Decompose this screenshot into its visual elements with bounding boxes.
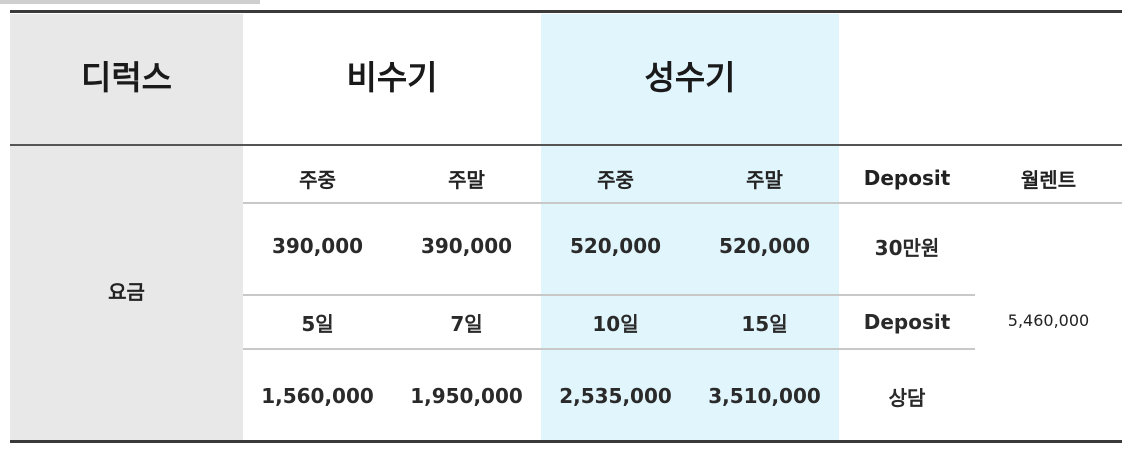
fee-row-label: 요금: [108, 279, 145, 304]
total-offseason-weekend: 1,950,000: [410, 384, 523, 408]
subheader-rule: [243, 202, 1122, 204]
row-rule-2: [243, 348, 975, 350]
deposit-label: Deposit: [863, 310, 951, 334]
days-offseason-weekday: 5일: [301, 311, 334, 336]
price-offseason-weekday: 390,000: [271, 234, 364, 258]
price-peak-weekend: 520,000: [718, 234, 811, 258]
subheader-peak-weekday: 주중: [597, 167, 634, 192]
subheader-monthly-rent: 월렌트: [1020, 167, 1077, 192]
room-type-column-bg: [10, 14, 243, 442]
days-peak-weekend: 15일: [741, 311, 788, 336]
price-peak-weekday: 520,000: [569, 234, 662, 258]
total-peak-weekend: 3,510,000: [708, 384, 821, 408]
subheader-deposit: Deposit: [863, 166, 951, 190]
table-bottom-rule: [10, 440, 1122, 443]
table-header-rule: [10, 144, 1122, 146]
row-rule-1: [243, 294, 975, 296]
subheader-offseason-weekday: 주중: [299, 167, 336, 192]
days-offseason-weekend: 7일: [450, 311, 483, 336]
days-peak-weekday: 10일: [592, 311, 639, 336]
top-cut-strip: [0, 0, 260, 4]
off-season-header: 비수기: [346, 58, 438, 97]
peak-season-column-bg: [541, 14, 839, 442]
price-offseason-weekend: 390,000: [420, 234, 513, 258]
subheader-offseason-weekend: 주말: [448, 167, 485, 192]
table-top-rule: [10, 10, 1122, 13]
room-type-header: 디럭스: [80, 58, 173, 97]
peak-season-header: 성수기: [644, 58, 736, 97]
total-peak-weekday: 2,535,000: [559, 384, 672, 408]
subheader-peak-weekend: 주말: [746, 167, 783, 192]
monthly-rent-value: 5,460,000: [1007, 310, 1090, 330]
total-offseason-weekday: 1,560,000: [261, 384, 374, 408]
deposit-amount: 30만원: [874, 235, 940, 260]
deposit-consult: 상담: [888, 385, 926, 410]
